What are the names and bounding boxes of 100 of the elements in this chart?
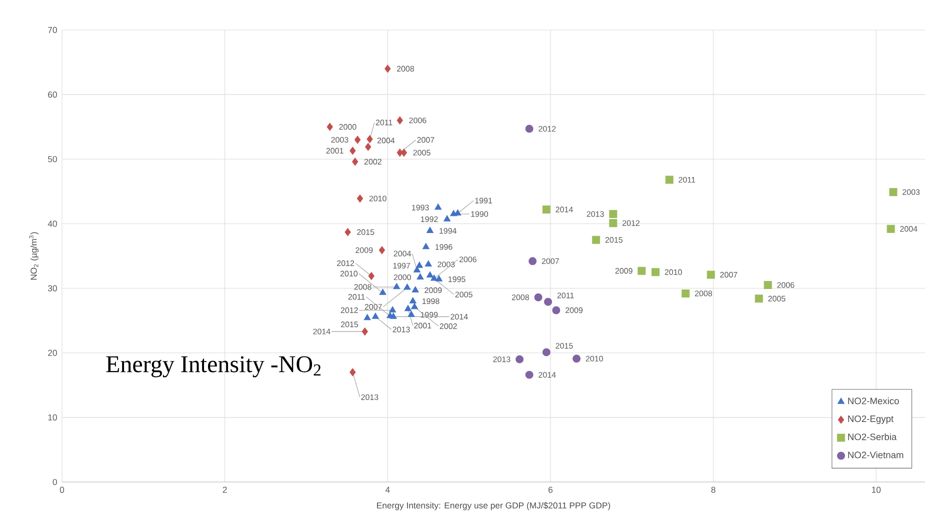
point (416, 262, 423, 268)
legend-label: NO2-Egypt (848, 415, 894, 424)
point (416, 273, 424, 280)
point (525, 370, 534, 379)
point (889, 188, 898, 196)
point (682, 289, 690, 298)
annotation: 2008 (397, 66, 414, 72)
legend-label: NO2-Mexico (848, 397, 899, 404)
annotation: 2001 (326, 148, 344, 154)
point (609, 210, 618, 218)
y-tick-label: 40 (48, 220, 57, 227)
annotation: 1992 (420, 216, 438, 222)
point (424, 260, 432, 267)
annotation: 2002 (364, 158, 382, 165)
annotation: 2006 (459, 256, 476, 262)
annotation: 2012 (340, 307, 358, 314)
annotation: 2013 (493, 356, 510, 362)
y-tick-label: 60 (48, 92, 57, 98)
y-tick-label: 0 (52, 478, 57, 486)
annotation: 2007 (720, 272, 738, 278)
point (364, 314, 371, 320)
annotation: 2005 (455, 292, 472, 298)
point (754, 294, 763, 303)
point (396, 148, 403, 157)
point (534, 293, 542, 302)
y-tick-label: 70 (48, 26, 57, 34)
y-axis-title: NO$_{2}$ (µg/m$^{3}$) (29, 232, 38, 280)
annotation: 2014 (313, 328, 330, 334)
annotation: 2013 (392, 326, 410, 332)
point (542, 348, 550, 356)
y-tick-label: 30 (48, 285, 57, 292)
annotation: 2010 (664, 269, 682, 275)
annotation: 2002 (440, 323, 457, 330)
point (350, 368, 356, 376)
annotation: 1996 (435, 244, 452, 250)
annotation: 2004 (900, 226, 918, 232)
point (426, 226, 434, 233)
x-tick-label: 2 (222, 486, 227, 493)
point (572, 354, 581, 363)
point (393, 282, 400, 290)
annotation: 2012 (337, 260, 354, 266)
annotation: 2013 (586, 211, 604, 217)
point (389, 306, 396, 312)
annotation: 2009 (424, 287, 442, 294)
point (352, 158, 358, 166)
annotation: 2014 (556, 206, 573, 212)
annotation: 2009 (615, 268, 632, 274)
point (390, 312, 397, 319)
point (544, 298, 552, 306)
annotation: 2007 (417, 137, 434, 143)
annotation: 2013 (361, 394, 378, 400)
point (344, 228, 351, 236)
point (354, 136, 361, 144)
point (356, 194, 364, 203)
point (368, 272, 374, 280)
annotation: 2012 (622, 220, 640, 226)
point (609, 219, 618, 228)
y-tick-label: 10 (48, 414, 57, 420)
point (426, 271, 434, 278)
point (706, 270, 715, 279)
annotation: 1994 (440, 228, 457, 234)
point (362, 328, 368, 336)
point (378, 246, 386, 254)
annotation: 1995 (448, 276, 466, 282)
point (638, 266, 646, 275)
point (516, 355, 524, 364)
point (409, 297, 416, 304)
annotation: 2004 (394, 250, 412, 256)
annotation: 2006 (777, 282, 794, 288)
legend-label: NO2-Serbia (848, 433, 897, 440)
annotation: 1993 (412, 204, 429, 210)
annotation: 2015 (340, 322, 358, 328)
x-tick-label: 8 (711, 486, 716, 493)
annotation: 2009 (566, 307, 583, 314)
point (411, 303, 418, 310)
point (652, 268, 660, 276)
point (542, 206, 550, 214)
annotation: 2011 (376, 120, 392, 126)
annotation: 2007 (364, 304, 382, 310)
annotation: 1997 (393, 262, 410, 269)
x-tick-label: 4 (385, 486, 390, 493)
annotation: 2014 (450, 314, 468, 320)
annotation: 2008 (354, 284, 372, 290)
point (528, 257, 537, 266)
x-tick-label: 0 (60, 486, 64, 493)
annotation: 2015 (605, 237, 622, 243)
annotation: 2010 (369, 196, 386, 202)
point (404, 284, 411, 290)
annotation: 2007 (542, 258, 559, 264)
point (886, 224, 895, 233)
point (434, 204, 442, 210)
annotation: 2011 (348, 294, 365, 300)
x-axis-title: Energy Intensity: Energy use per GDP (MJ/$2011 PPP GDP) (377, 502, 610, 510)
annotation: 2003 (331, 136, 348, 143)
point (384, 64, 391, 73)
annotation: 2015 (556, 342, 573, 349)
annotation: Energy Intensity -NO$_{2}$ (106, 356, 321, 378)
point (413, 266, 420, 272)
annotation: 2000 (339, 124, 356, 130)
point (552, 306, 560, 314)
